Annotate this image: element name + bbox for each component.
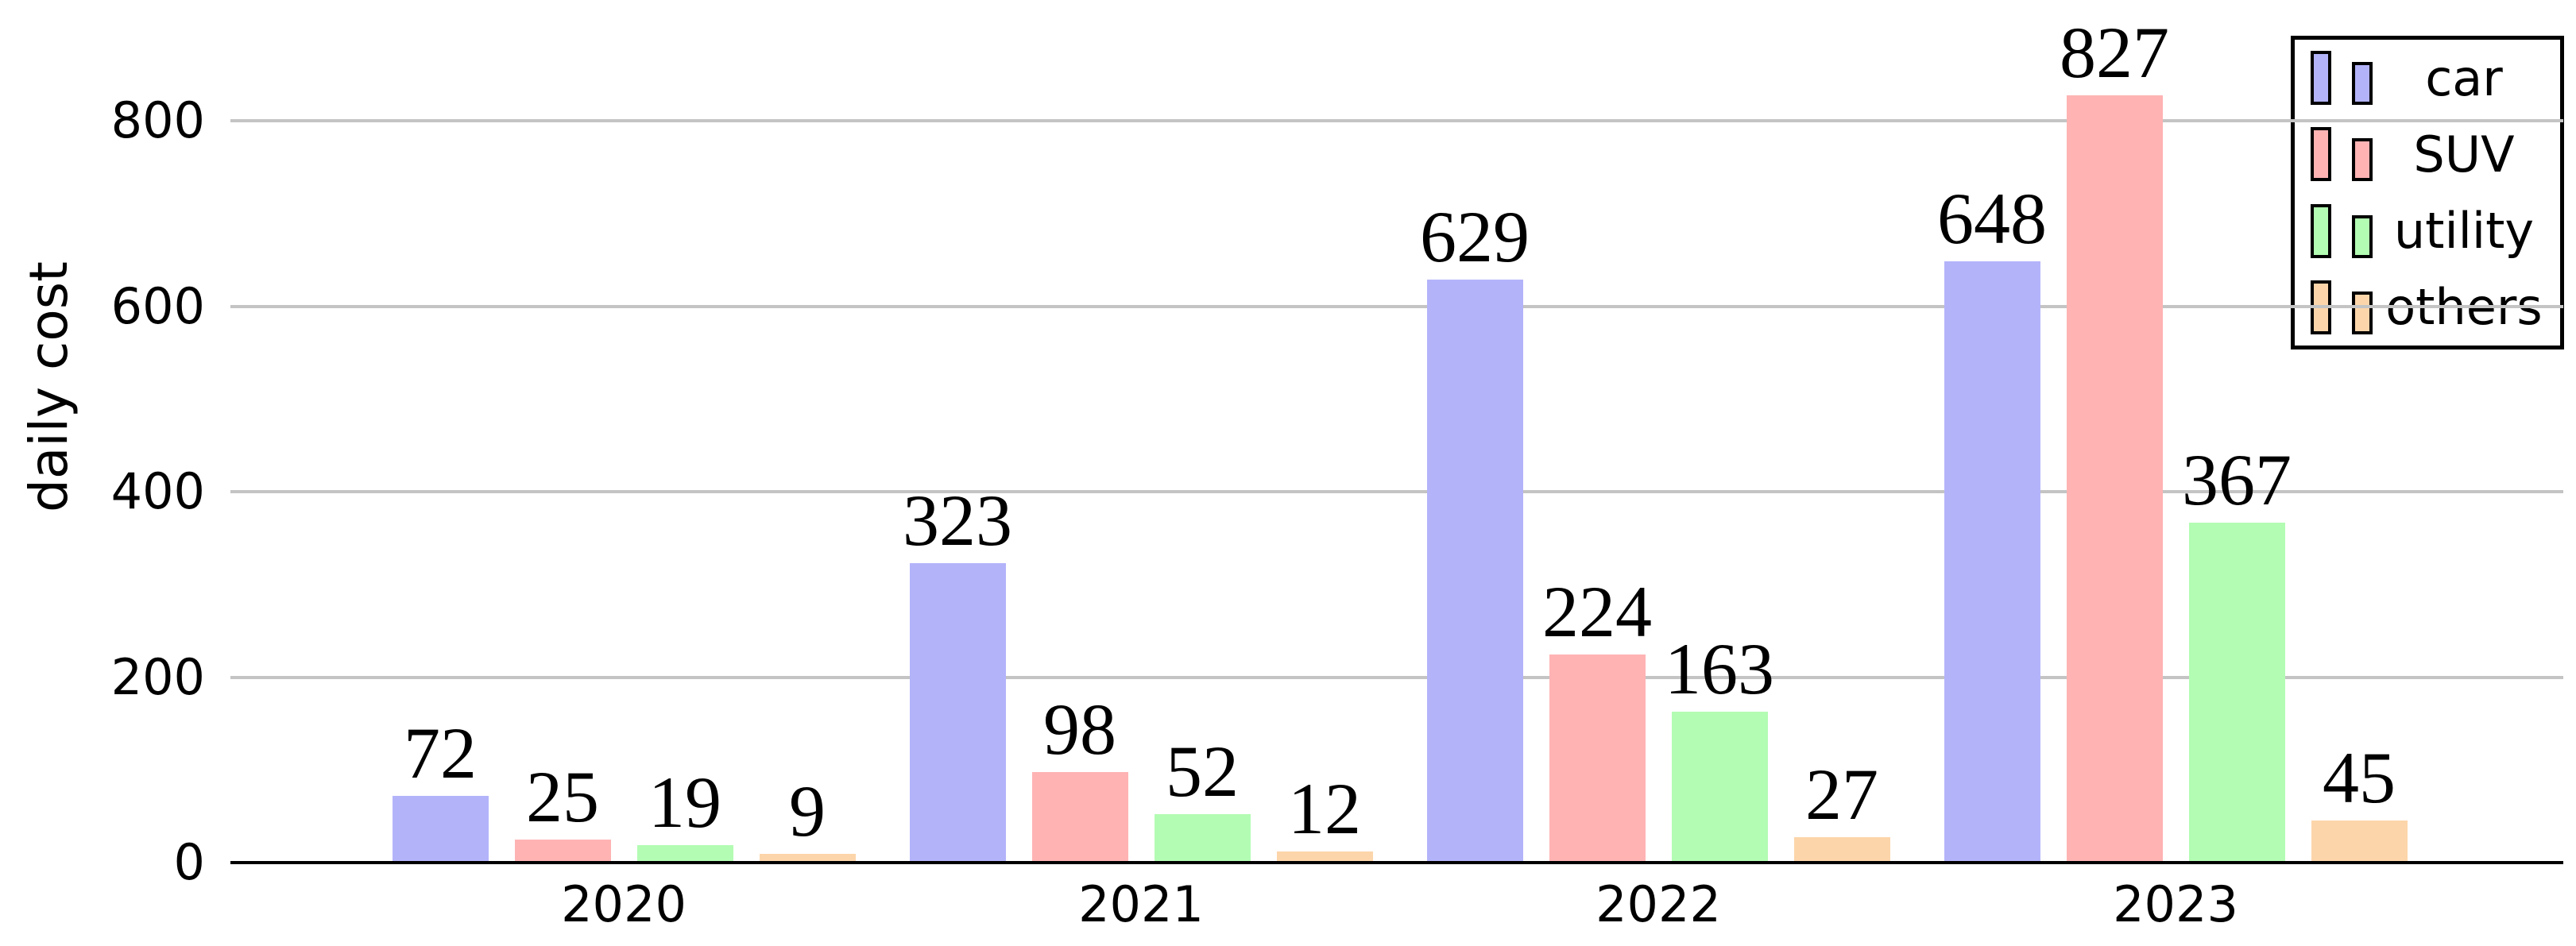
bar-value-SUV-2022: 224 [1542,571,1652,652]
legend-swatch-tall-icon [2311,203,2331,258]
x-tick-label-2021: 2021 [1078,875,1204,933]
bar-value-utility-2021: 52 [1166,731,1239,812]
bar-value-others-2021: 12 [1288,768,1361,849]
bar-value-utility-2023: 367 [2182,439,2292,520]
legend-item-SUV: SUV [2295,125,2560,183]
bar-value-others-2020: 9 [789,770,826,851]
legend-swatch-short-icon [2352,214,2373,258]
bar-value-SUV-2020: 25 [526,756,599,837]
bar-value-SUV-2021: 98 [1043,689,1116,770]
bar-car-2022 [1427,280,1523,864]
legend-swatch-tall-icon [2311,127,2331,182]
bar-SUV-2023 [2067,95,2163,864]
bar-SUV-2021 [1032,772,1128,864]
x-tick-label-2020: 2020 [561,875,687,933]
bar-value-others-2022: 27 [1805,754,1878,835]
y-tick-label: 0 [173,833,205,891]
bar-car-2020 [393,796,489,864]
x-tick-label-2023: 2023 [2113,875,2238,933]
bar-car-2021 [910,563,1006,864]
bar-value-others-2023: 45 [2323,737,2396,818]
bar-utility-2023 [2189,523,2285,864]
bar-value-car-2022: 629 [1420,196,1530,277]
y-tick-label: 800 [110,91,205,149]
bar-car-2023 [1944,261,2040,864]
gridline-y-800 [230,119,2563,122]
bar-utility-2022 [1672,712,1768,864]
bar-value-car-2021: 323 [903,480,1012,561]
legend-swatch-short-icon [2352,138,2373,182]
legend-swatch-tall-icon [2311,51,2331,105]
bar-value-utility-2022: 163 [1665,628,1774,709]
legend: car SUV utility others [2291,36,2564,349]
legend-swatch-short-icon [2352,291,2373,334]
gridline-y-400 [230,490,2563,493]
x-tick-label-2022: 2022 [1595,875,1721,933]
legend-item-utility: utility [2295,202,2560,261]
bar-value-car-2020: 72 [404,712,477,793]
bar-others-2023 [2311,821,2408,864]
y-tick-label: 600 [110,277,205,335]
legend-item-label: utility [2393,202,2535,261]
bar-SUV-2020 [515,840,611,864]
bar-SUV-2022 [1549,654,1646,864]
y-tick-label: 400 [110,462,205,520]
legend-item-label: car [2425,48,2503,107]
bar-others-2022 [1794,837,1890,864]
gridline-y-200 [230,676,2563,679]
legend-item-car: car [2295,48,2560,107]
legend-item-label: SUV [2413,125,2515,183]
bar-utility-2021 [1155,814,1251,864]
gridline-y-600 [230,305,2563,308]
legend-swatch-short-icon [2352,62,2373,105]
bar-value-utility-2020: 19 [648,762,721,843]
x-axis-line [230,861,2563,864]
y-tick-label: 200 [110,648,205,706]
bar-value-SUV-2023: 827 [2060,12,2169,93]
bar-value-car-2023: 648 [1937,178,2047,259]
